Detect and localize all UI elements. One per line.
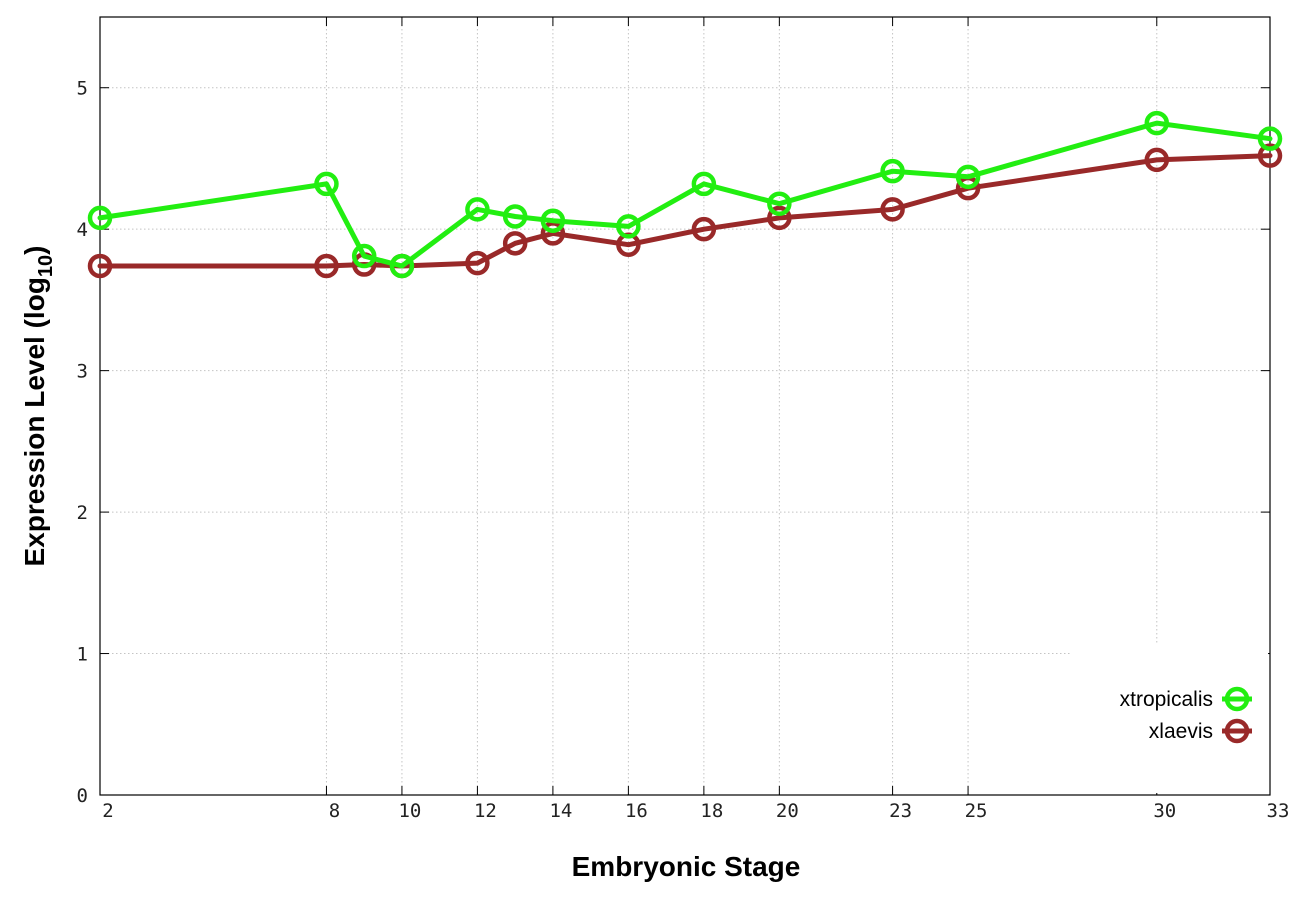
legend-label: xlaevis (1149, 720, 1213, 743)
data-point-xtropicalis (351, 243, 377, 269)
x-tick-label: 16 (625, 800, 648, 822)
y-axis-title-suffix: ) (19, 246, 50, 255)
x-tick-label: 25 (965, 800, 988, 822)
x-tick-label: 30 (1153, 800, 1176, 822)
data-point-xtropicalis (87, 205, 113, 231)
data-point-xlaevis (540, 221, 566, 246)
x-tick-label: 2 (102, 800, 113, 822)
data-point-xtropicalis (540, 208, 566, 233)
series-line-xtropicalis (97, 120, 1273, 269)
x-tick-label: 23 (889, 800, 912, 822)
data-point-xtropicalis (616, 214, 641, 239)
data-point-xtropicalis (502, 204, 528, 229)
plot-frame (99, 16, 1271, 796)
y-tick-label: 4 (77, 219, 88, 241)
data-point-xtropicalis (1257, 126, 1283, 151)
legend-swatch-marker (1224, 718, 1250, 744)
x-tick-label: 14 (549, 800, 572, 822)
y-tick-label: 5 (77, 78, 88, 100)
data-point-xtropicalis (767, 191, 792, 216)
data-point-xlaevis (767, 205, 792, 231)
legend-item-xtropicalis: xtropicalis (1120, 686, 1252, 712)
series-xlaevis (87, 143, 1283, 279)
data-point-xtropicalis (389, 253, 415, 279)
x-tick-label: 20 (776, 800, 799, 822)
data-point-xlaevis (880, 197, 905, 222)
data-point-xlaevis (1257, 143, 1283, 168)
data-point-xtropicalis (1144, 110, 1170, 136)
y-axis-title: Expression Level (log10) (19, 246, 57, 567)
data-point-xlaevis (314, 253, 339, 279)
data-point-xtropicalis (955, 164, 981, 190)
x-tick-label: 18 (700, 800, 723, 822)
data-point-xlaevis (691, 216, 717, 242)
series-line-xlaevis (97, 153, 1273, 269)
data-point-xlaevis (465, 250, 490, 276)
y-axis-title-main: Expression Level (log (19, 277, 50, 566)
series-xtropicalis (87, 110, 1283, 279)
y-axis-title-subscript: 10 (35, 255, 57, 277)
x-tick-label: 10 (398, 800, 421, 822)
y-tick-label: 0 (77, 785, 88, 807)
y-tick-label: 1 (77, 644, 88, 666)
gridlines (100, 17, 1270, 795)
data-point-xtropicalis (880, 158, 905, 184)
data-point-xlaevis (502, 231, 528, 256)
data-point-xlaevis (87, 253, 113, 279)
y-tick-label: 2 (77, 502, 88, 524)
x-axis-title: Embryonic Stage (572, 851, 801, 882)
series-layer (87, 110, 1283, 279)
legend-label: xtropicalis (1120, 688, 1213, 711)
legend-swatch-marker (1224, 686, 1250, 712)
data-point-xtropicalis (691, 171, 717, 197)
x-tick-label: 33 (1267, 800, 1290, 822)
x-tick-label: 8 (329, 800, 340, 822)
x-tick-label: 12 (474, 800, 497, 822)
data-point-xtropicalis (465, 197, 490, 222)
legend-item-xlaevis: xlaevis (1149, 718, 1252, 744)
y-tick-label: 3 (77, 361, 88, 383)
legend: xtropicalis xlaevis (1120, 686, 1252, 744)
data-point-xtropicalis (314, 171, 339, 197)
data-point-xlaevis (1144, 147, 1170, 173)
